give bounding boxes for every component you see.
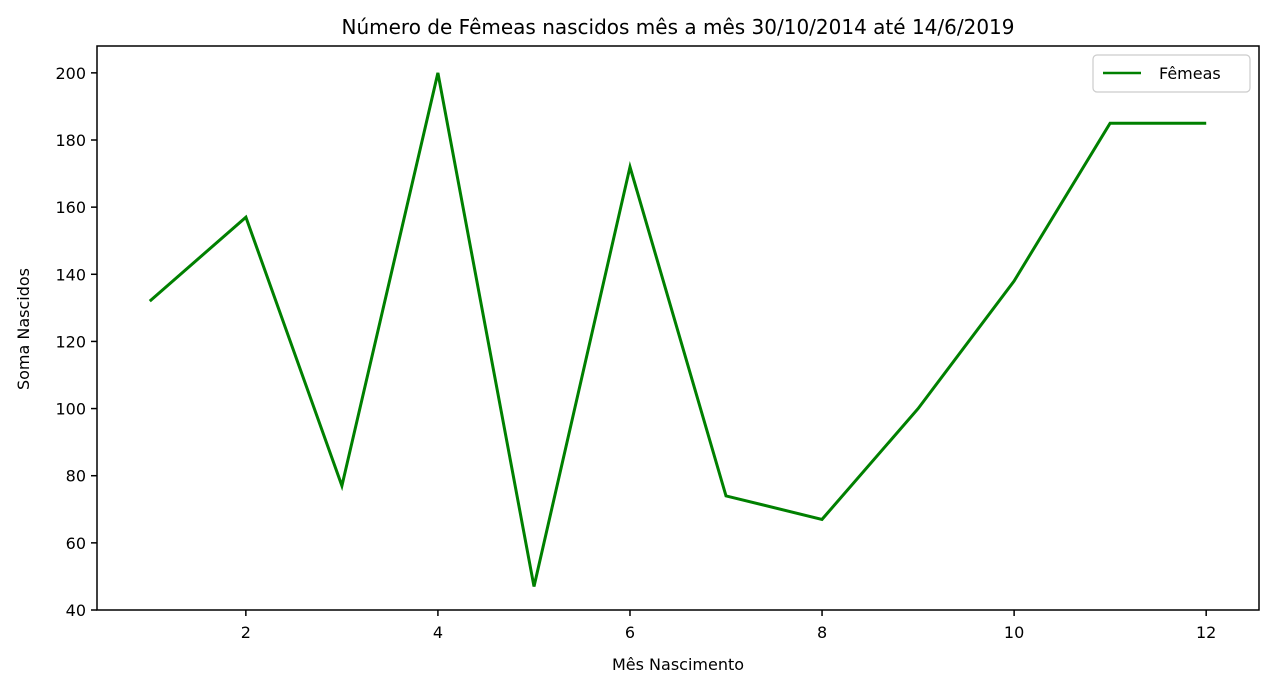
x-tick-label: 6 <box>625 623 635 642</box>
legend-box <box>1092 54 1251 93</box>
y-tick-label: 140 <box>55 265 86 284</box>
x-tick-label: 4 <box>433 623 443 642</box>
y-tick-label: 40 <box>66 601 86 620</box>
x-tick-label: 10 <box>1004 623 1024 642</box>
x-tick-label: 2 <box>241 623 251 642</box>
x-tick-label: 8 <box>817 623 827 642</box>
y-tick-label: 100 <box>55 400 86 419</box>
y-axis-label: Soma Nascidos <box>14 268 33 390</box>
series-line-0 <box>148 72 1207 587</box>
legend-label: Fêmeas <box>1159 64 1221 83</box>
y-tick-label: 200 <box>55 64 86 83</box>
chart-title: Número de Fêmeas nascidos mês a mês 30/1… <box>342 15 1015 39</box>
x-axis-label: Mês Nascimento <box>612 655 744 674</box>
axes-frame <box>96 45 1260 611</box>
y-tick-label: 160 <box>55 198 86 217</box>
plot-area: 2 4 6 8 10 12 40 60 80 100 120 140 160 180 200 Fêmeas <box>55 45 1260 642</box>
y-tick-label: 120 <box>55 332 86 351</box>
y-tick-label: 60 <box>66 534 86 553</box>
y-tick-label: 80 <box>66 467 86 486</box>
y-tick-label: 180 <box>55 131 86 150</box>
x-tick-label: 12 <box>1196 623 1216 642</box>
